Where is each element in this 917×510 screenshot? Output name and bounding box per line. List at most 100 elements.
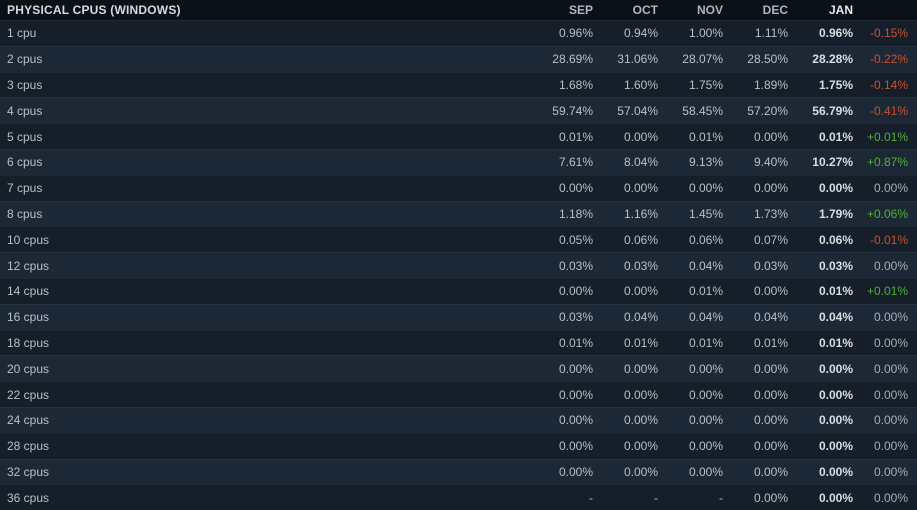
month-value: 0.00% [688, 361, 723, 376]
month-value: 10.27% [812, 155, 853, 170]
month-value: 0.00% [818, 387, 853, 402]
month-value: 1.16% [623, 206, 658, 221]
month-value: 0.01% [688, 335, 723, 350]
month-value: 0.03% [753, 258, 788, 273]
table-row: 20 cpus 0.00% 0.00% 0.00% 0.00% 0.00% 0.… [0, 355, 917, 382]
month-value: 0.01% [818, 335, 853, 350]
month-value: 0.04% [818, 310, 853, 325]
row-label: 20 cpus [7, 361, 50, 376]
column-header-sep: SEP [568, 3, 593, 17]
month-value: 1.73% [753, 206, 788, 221]
month-value: 0.00% [753, 129, 788, 144]
row-label: 16 cpus [7, 310, 50, 325]
row-label: 22 cpus [7, 387, 50, 402]
change-value: 0.00% [873, 181, 908, 196]
change-value: 0.00% [873, 335, 908, 350]
change-value: +0.01% [866, 129, 908, 144]
month-value: 0.04% [688, 258, 723, 273]
month-value: 0.00% [558, 464, 593, 479]
row-label: 3 cpus [7, 77, 43, 92]
row-label: 5 cpus [7, 129, 43, 144]
month-value: 31.06% [617, 52, 658, 67]
month-value: 0.00% [558, 181, 593, 196]
month-value: 0.03% [623, 258, 658, 273]
month-value: 0.01% [818, 129, 853, 144]
month-value: 0.00% [818, 464, 853, 479]
row-label: 4 cpus [7, 103, 43, 118]
month-value: 1.11% [754, 26, 788, 41]
column-header-dec: DEC [762, 3, 788, 17]
table-row: 1 cpu 0.96% 0.94% 1.00% 1.11% 0.96% -0.1… [0, 20, 917, 46]
table-row: 18 cpus 0.01% 0.01% 0.01% 0.01% 0.01% 0.… [0, 329, 917, 356]
month-value: 0.00% [753, 439, 788, 454]
month-value: 0.07% [753, 232, 788, 247]
change-value: -0.14% [869, 77, 908, 92]
change-value: +0.01% [866, 284, 908, 299]
row-label: 1 cpu [7, 26, 37, 41]
month-value: 1.75% [818, 77, 853, 92]
month-value: 0.00% [753, 361, 788, 376]
month-value: 8.04% [623, 155, 658, 170]
month-value: 28.07% [682, 52, 723, 67]
change-value: 0.00% [873, 464, 908, 479]
table-row: 6 cpus 7.61% 8.04% 9.13% 9.40% 10.27% +0… [0, 148, 917, 175]
month-value: 0.00% [688, 439, 723, 454]
month-value: 0.00% [818, 361, 853, 376]
month-value: 0.00% [753, 490, 788, 505]
month-value: 0.00% [623, 361, 658, 376]
month-value: 7.61% [558, 155, 593, 170]
month-value: 9.13% [688, 155, 723, 170]
month-value: 28.50% [747, 52, 788, 67]
month-value: 0.00% [623, 464, 658, 479]
month-value: 1.68% [558, 77, 593, 92]
month-value: 28.28% [812, 52, 853, 67]
table-row: 4 cpus 59.74% 57.04% 58.45% 57.20% 56.79… [0, 97, 917, 124]
change-value: +0.87% [866, 155, 908, 170]
row-label: 36 cpus [7, 490, 50, 505]
month-value: 0.00% [688, 181, 723, 196]
month-value: 0.00% [558, 361, 593, 376]
row-label: 8 cpus [7, 206, 43, 221]
table-rows: 1 cpu 0.96% 0.94% 1.00% 1.11% 0.96% -0.1… [0, 20, 917, 510]
month-value: 0.00% [818, 490, 853, 505]
month-value: - [589, 490, 593, 505]
month-value: 0.04% [753, 310, 788, 325]
month-value: 0.06% [818, 232, 853, 247]
table-row: 3 cpus 1.68% 1.60% 1.75% 1.89% 1.75% -0.… [0, 71, 917, 98]
month-value: 58.45% [682, 103, 723, 118]
change-value: +0.06% [866, 206, 908, 221]
month-value: 0.00% [623, 284, 658, 299]
table-row: 8 cpus 1.18% 1.16% 1.45% 1.73% 1.79% +0.… [0, 200, 917, 227]
month-value: 0.00% [818, 181, 853, 196]
month-value: 0.00% [558, 284, 593, 299]
month-value: 0.96% [558, 26, 593, 41]
month-value: 57.20% [747, 103, 788, 118]
row-label: 14 cpus [7, 284, 50, 299]
change-value: -0.15% [869, 26, 908, 41]
month-value: 1.60% [623, 77, 658, 92]
table-row: 32 cpus 0.00% 0.00% 0.00% 0.00% 0.00% 0.… [0, 458, 917, 485]
table-row: 2 cpus 28.69% 31.06% 28.07% 28.50% 28.28… [0, 45, 917, 72]
month-value: 0.01% [558, 129, 593, 144]
month-value: 0.96% [818, 26, 853, 41]
section-title[interactable]: PHYSICAL CPUS (WINDOWS) [7, 3, 181, 17]
month-value: 0.00% [623, 387, 658, 402]
month-value: 0.00% [753, 387, 788, 402]
column-header-nov: NOV [696, 3, 723, 17]
month-value: 28.69% [552, 52, 593, 67]
month-value: 0.00% [623, 181, 658, 196]
row-label: 12 cpus [7, 258, 50, 273]
month-value: 0.00% [818, 413, 853, 428]
table-row: 14 cpus 0.00% 0.00% 0.01% 0.00% 0.01% +0… [0, 277, 917, 304]
month-value: - [654, 490, 658, 505]
month-value: 0.00% [688, 413, 723, 428]
month-value: 0.03% [558, 310, 593, 325]
table-header-row[interactable]: PHYSICAL CPUS (WINDOWS) SEP OCT NOV DEC … [0, 0, 917, 20]
month-value: 0.00% [753, 413, 788, 428]
table-row: 12 cpus 0.03% 0.03% 0.04% 0.03% 0.03% 0.… [0, 252, 917, 278]
month-value: 1.79% [818, 206, 853, 221]
change-value: 0.00% [873, 490, 908, 505]
row-label: 24 cpus [7, 413, 50, 428]
month-value: 0.01% [558, 335, 593, 350]
change-value: -0.01% [869, 232, 908, 247]
